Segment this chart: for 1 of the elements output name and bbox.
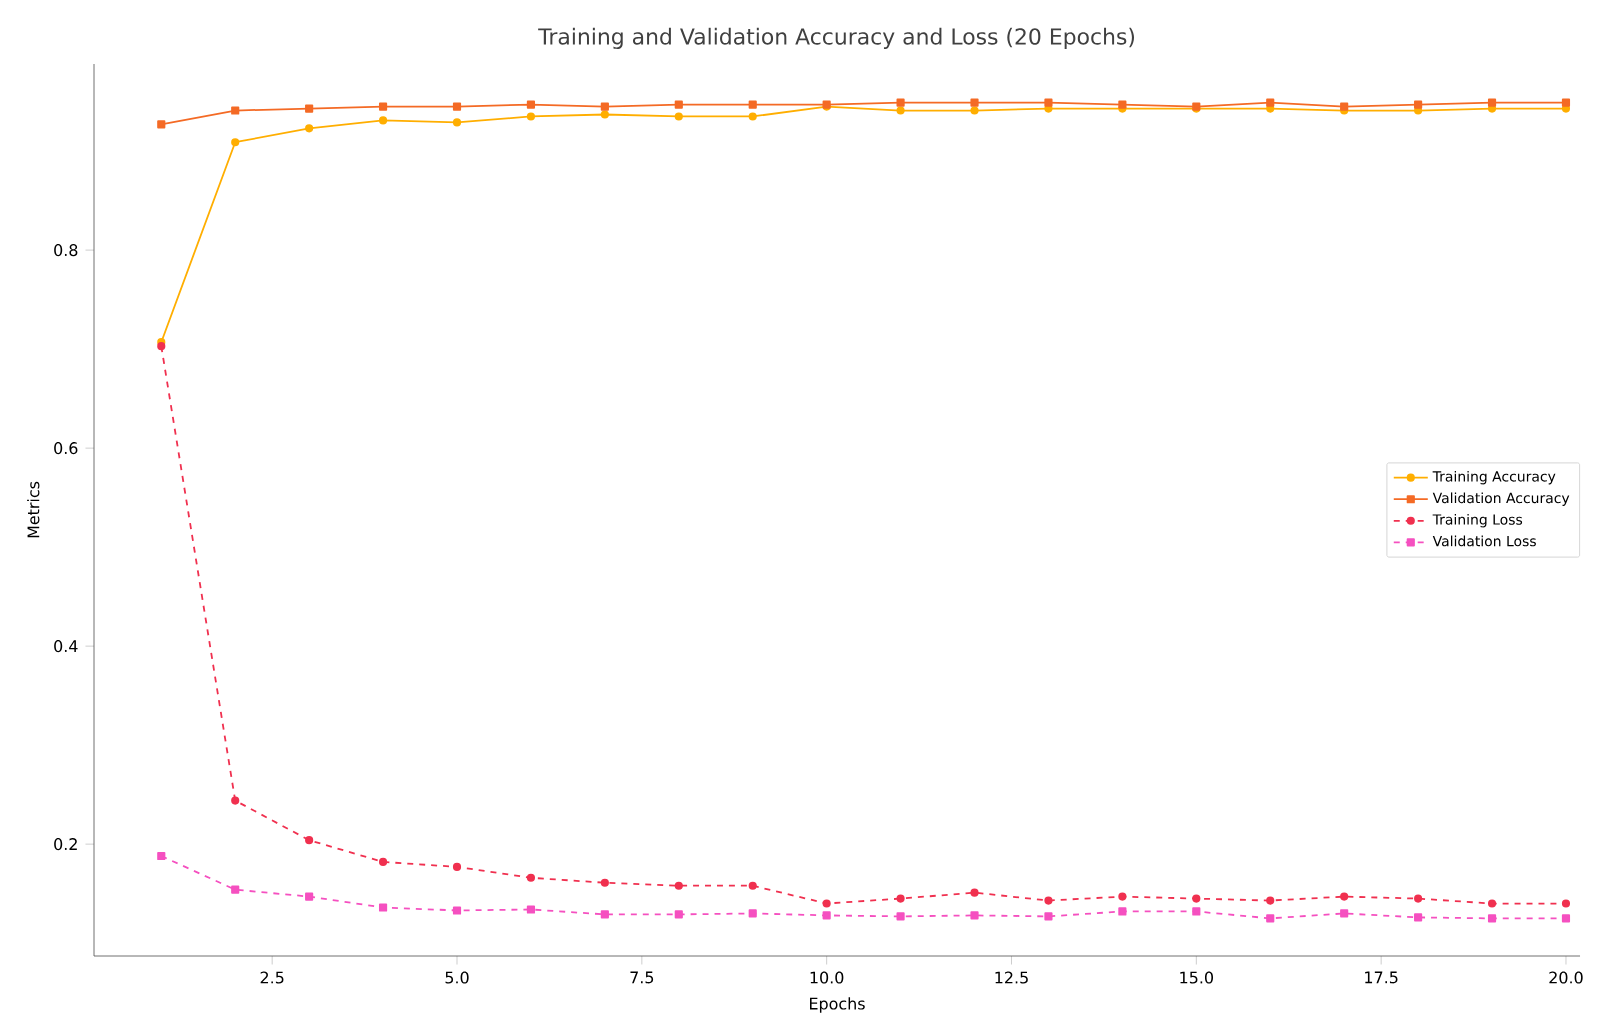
chart-title: Training and Validation Accuracy and Loss (20 Epochs) — [538, 27, 1135, 50]
